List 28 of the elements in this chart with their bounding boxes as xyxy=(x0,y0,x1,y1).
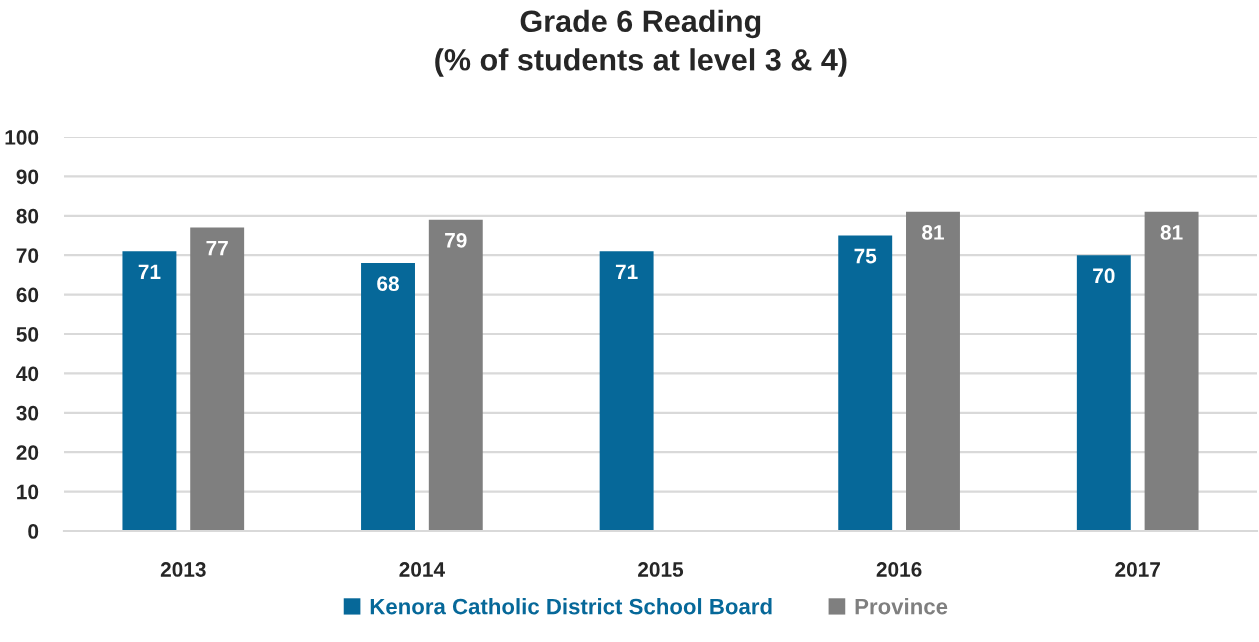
data-label: 75 xyxy=(854,248,877,264)
x-tick-label: 2014 xyxy=(399,562,445,577)
legend-label: Kenora Catholic District School Board xyxy=(370,598,772,615)
y-tick-label: 90 xyxy=(16,169,39,185)
x-tick-label: 2017 xyxy=(1115,562,1160,577)
y-tick-label: 20 xyxy=(16,445,39,460)
y-tick-label: 0 xyxy=(28,524,39,539)
legend-label: Province xyxy=(855,598,948,615)
y-tick-label: 40 xyxy=(16,366,39,382)
y-tick-label: 10 xyxy=(17,484,39,500)
x-tick-label: 2013 xyxy=(160,562,206,577)
y-tick-label: 30 xyxy=(16,405,39,421)
x-tick-label: 2016 xyxy=(876,562,922,577)
data-label: 79 xyxy=(445,232,467,248)
x-tick-label: 2015 xyxy=(638,562,684,577)
data-label: 68 xyxy=(377,276,399,291)
y-tick-label: 70 xyxy=(16,248,39,263)
data-label: 81 xyxy=(1160,225,1183,240)
data-label: 71 xyxy=(138,264,161,279)
y-tick-label: 60 xyxy=(16,287,39,303)
data-label: 81 xyxy=(922,225,944,240)
y-tick-label: 80 xyxy=(16,208,39,224)
data-label: 77 xyxy=(206,240,228,256)
data-label: 71 xyxy=(615,264,638,279)
y-tick-label: 50 xyxy=(16,327,39,342)
y-tick-label: 100 xyxy=(5,130,39,145)
chart-title: Grade 6 Reading (% of students at level 3 & 4) xyxy=(435,9,847,77)
data-label: 70 xyxy=(1093,268,1115,284)
